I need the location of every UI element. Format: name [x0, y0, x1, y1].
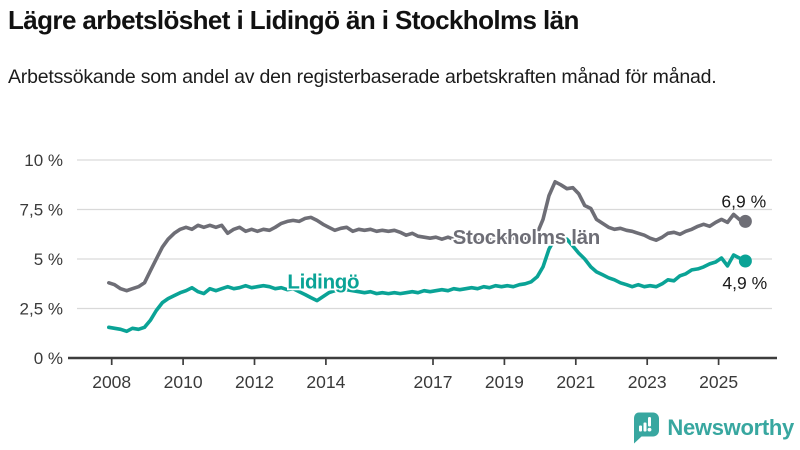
x-axis-tick-label: 2023 — [628, 372, 667, 392]
x-axis-tick-label: 2008 — [92, 372, 131, 392]
x-axis-tick-label: 2021 — [556, 372, 595, 392]
exclamation-dot — [648, 427, 652, 432]
bar-chart-bar-small — [639, 425, 643, 432]
x-axis-tick-label: 2010 — [164, 372, 203, 392]
x-axis-tick-label: 2025 — [699, 372, 738, 392]
y-axis-tick-label: 10 % — [24, 151, 63, 170]
x-axis-tick-label: 2012 — [235, 372, 274, 392]
series-end-value-lidingo: 4,9 % — [722, 273, 767, 293]
chart-header: Lägre arbetslöshet i Lidingö än i Stockh… — [8, 4, 788, 95]
x-axis-tick-label: 2014 — [306, 372, 345, 392]
exclamation-stroke — [648, 417, 652, 427]
line-chart: 0 % 2,5 % 5 % 7,5 % 10 % 2008 2010 2012 2014 2017… — [20, 151, 777, 392]
newsworthy-logo-icon — [634, 412, 660, 444]
y-axis-tick-label: 0 % — [34, 349, 63, 368]
y-axis-tick-label: 5 % — [34, 250, 63, 269]
brand-footer: Newsworthy — [631, 411, 794, 445]
series-line-lidingo — [107, 236, 748, 334]
chart-subtitle: Arbetssökande som andel av den registerb… — [8, 66, 717, 88]
page-title: Lägre arbetslöshet i Lidingö än i Stockh… — [8, 5, 579, 35]
y-axis-tick-label: 2,5 % — [20, 300, 63, 319]
x-axis-tick-label: 2019 — [485, 372, 524, 392]
series-line-stockholm — [107, 179, 748, 293]
bar-chart-bar-tall — [643, 422, 647, 432]
series-end-value-stockholm: 6,9 % — [721, 191, 766, 211]
series-label-lidingo: Lidingö — [287, 271, 359, 294]
x-axis-tick-label: 2017 — [414, 372, 453, 392]
series-end-dot-stockholm — [738, 214, 752, 228]
y-axis-tick-label: 7,5 % — [20, 201, 63, 220]
series-label-stockholm: Stockholms län — [453, 226, 600, 249]
series-end-dot-lidingo — [738, 254, 752, 268]
brand-name: Newsworthy — [667, 415, 794, 440]
